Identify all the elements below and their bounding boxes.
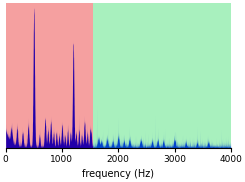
X-axis label: frequency (Hz): frequency (Hz): [82, 169, 154, 179]
Bar: [93, 3, 231, 148]
Bar: [6, 3, 93, 148]
